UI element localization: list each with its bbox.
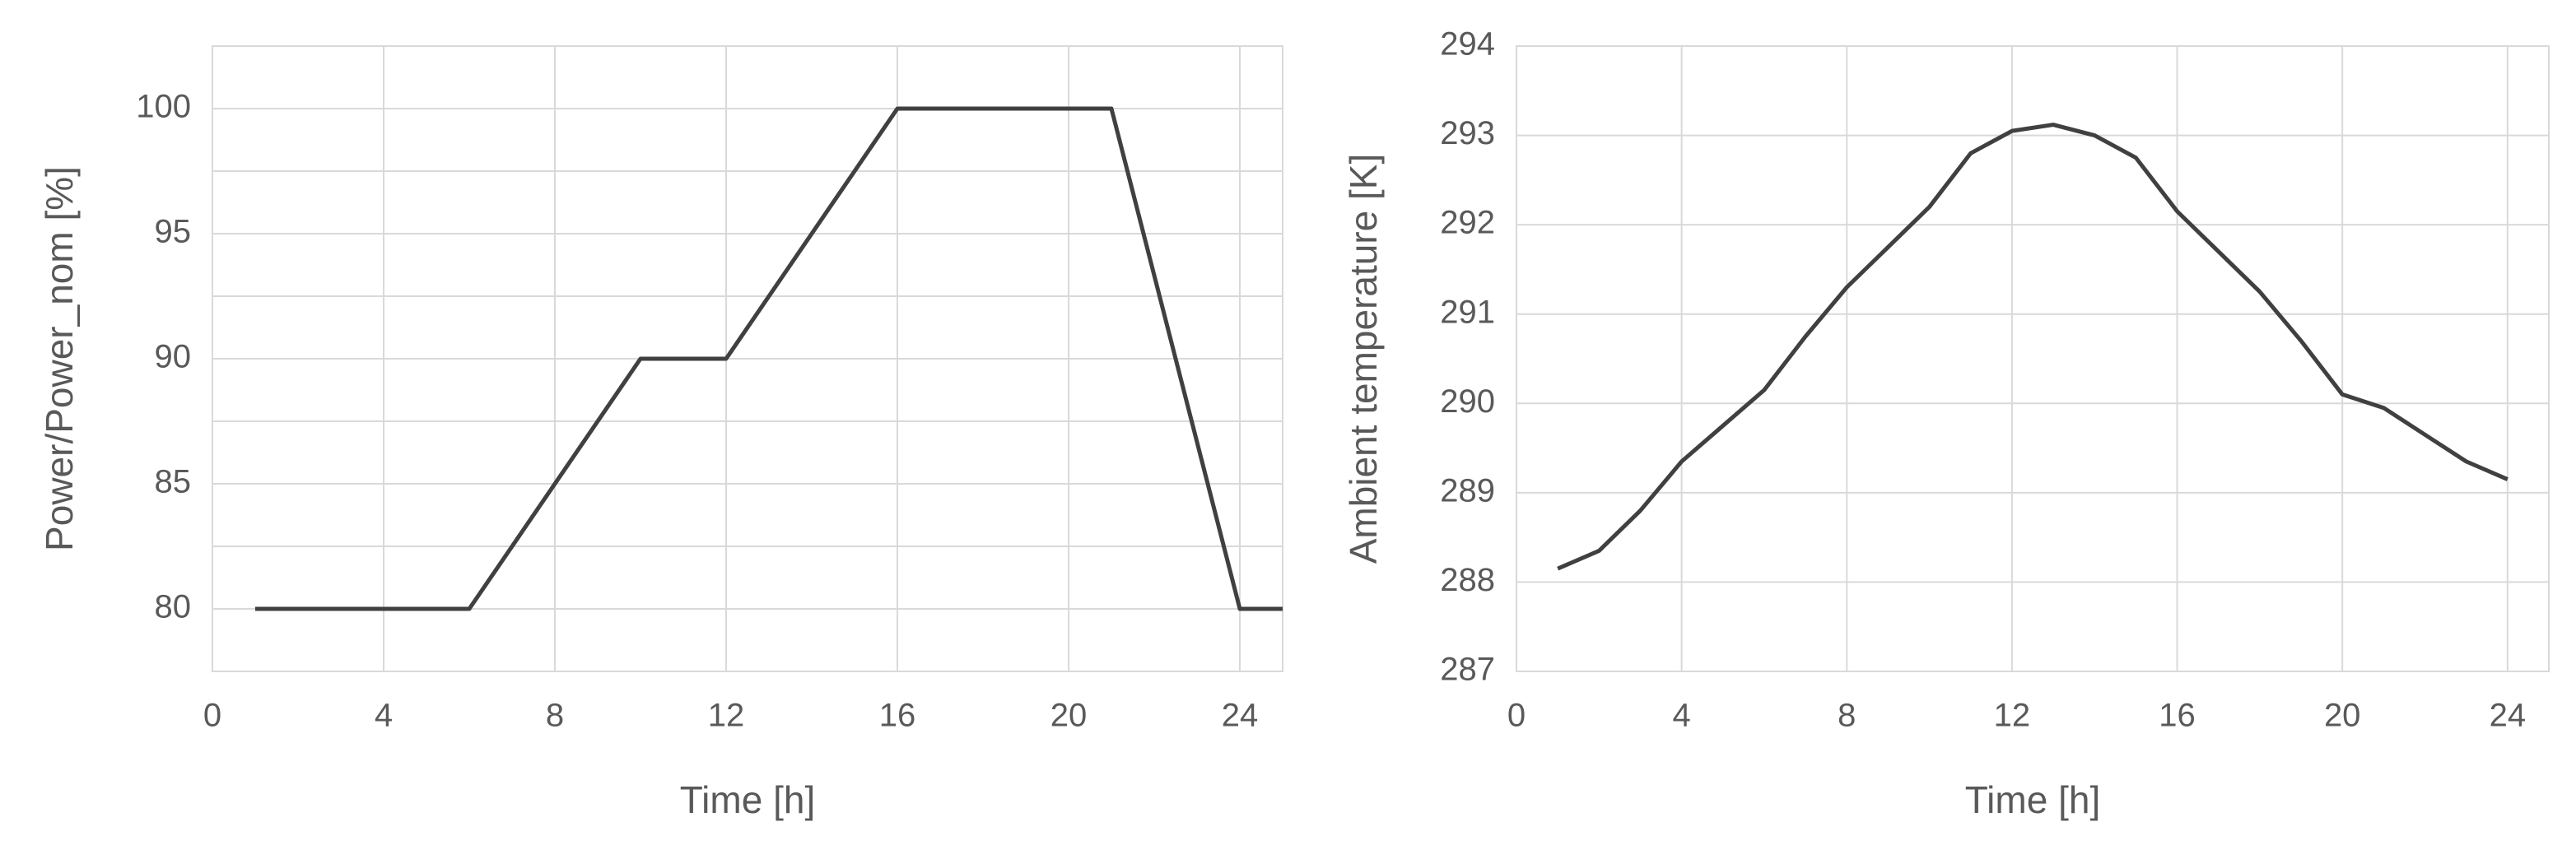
y-tick-label: 287 [1440, 652, 1495, 688]
x-tick-label: 12 [1994, 698, 2031, 734]
y-tick-label: 294 [1440, 26, 1495, 63]
x-tick-label: 4 [1673, 698, 1691, 734]
y-tick-label: 80 [155, 589, 192, 625]
x-tick-label: 24 [1222, 698, 1259, 734]
y-tick-label: 100 [136, 89, 191, 125]
y-tick-label: 95 [155, 214, 192, 250]
x-tick-label: 8 [546, 698, 564, 734]
x-tick-label: 0 [1507, 698, 1526, 734]
x-tick-label: 4 [375, 698, 393, 734]
y-tick-label: 288 [1440, 562, 1495, 598]
y-tick-label: 90 [155, 339, 192, 375]
x-tick-label: 20 [1050, 698, 1088, 734]
x-tick-label: 16 [2159, 698, 2196, 734]
y-tick-label: 293 [1440, 115, 1495, 151]
x-axis-title: Time [h] [680, 778, 815, 821]
x-tick-label: 24 [2490, 698, 2527, 734]
plot-frame [1516, 45, 2550, 672]
y-axis-title: Power/Power_nom [%] [38, 166, 81, 551]
y-tick-label: 85 [155, 464, 192, 500]
data-line [1557, 123, 2508, 571]
x-tick-label: 8 [1838, 698, 1856, 734]
y-axis-title: Ambient temperature [K] [1342, 154, 1385, 564]
x-tick-label: 20 [2324, 698, 2361, 734]
y-tick-label: 291 [1440, 294, 1495, 330]
plot-frame [212, 45, 1283, 672]
x-tick-label: 16 [879, 698, 916, 734]
y-tick-label: 292 [1440, 205, 1495, 241]
data-line [255, 106, 1283, 611]
x-tick-label: 12 [708, 698, 745, 734]
x-axis-title: Time [h] [1965, 778, 2100, 821]
x-tick-label: 0 [203, 698, 221, 734]
y-tick-label: 290 [1440, 383, 1495, 420]
y-tick-label: 289 [1440, 472, 1495, 508]
